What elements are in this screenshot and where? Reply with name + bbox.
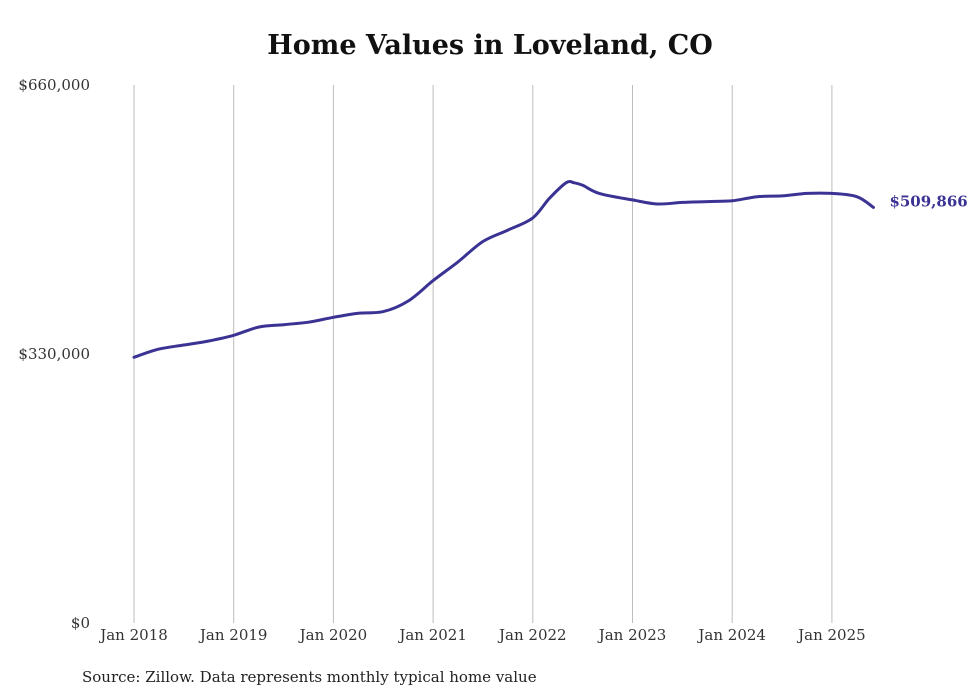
x-tick-label: Jan 2021 <box>397 626 467 644</box>
y-tick-label: $660,000 <box>18 76 90 94</box>
y-tick-label: $330,000 <box>18 345 90 363</box>
series-line <box>132 180 875 359</box>
x-tick-label: Jan 2019 <box>198 626 268 644</box>
end-value-label: $509,866 <box>889 192 967 210</box>
series-layer <box>132 180 875 359</box>
x-tick-label: Jan 2025 <box>796 626 866 644</box>
x-tick-label: Jan 2022 <box>497 626 567 644</box>
x-axis-ticks: Jan 2018 Jan 2019 Jan 2020 Jan 2021 Jan 2022… <box>98 626 865 644</box>
chart-title: Home Values in Loveland, CO <box>267 30 713 61</box>
y-tick-label: $0 <box>71 614 90 632</box>
y-axis-ticks: $0 $330,000 $660,000 <box>18 76 90 632</box>
end-label-layer: $509,866 <box>889 192 967 210</box>
gridlines <box>133 85 833 623</box>
x-tick-label: Jan 2018 <box>98 626 168 644</box>
x-tick-label: Jan 2023 <box>597 626 667 644</box>
x-tick-label: Jan 2020 <box>298 626 368 644</box>
x-tick-label: Jan 2024 <box>696 626 766 644</box>
source-note: Source: Zillow. Data represents monthly … <box>82 668 537 686</box>
